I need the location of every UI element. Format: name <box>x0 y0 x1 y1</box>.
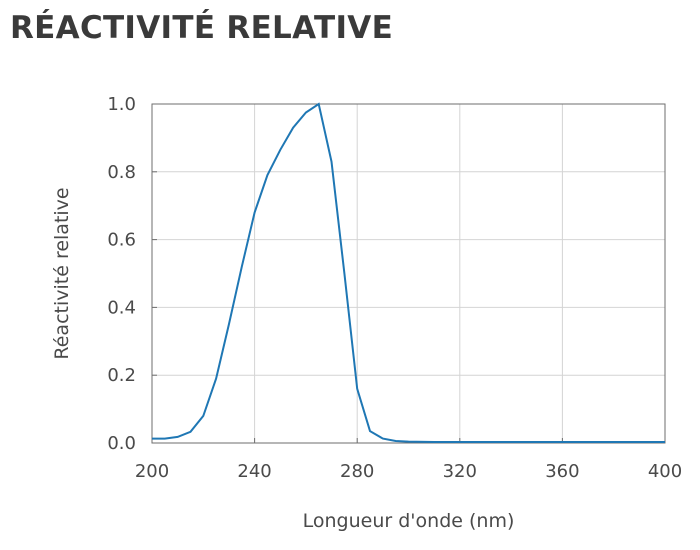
y-tick-label: 1.0 <box>107 94 136 115</box>
y-tick-label: 0.2 <box>107 365 136 386</box>
y-axis-ticks: 0.0 0.2 0.4 0.6 0.8 1.0 <box>107 94 157 454</box>
x-tick-label: 320 <box>443 461 477 482</box>
x-tick-label: 360 <box>545 461 579 482</box>
y-tick-label: 0.4 <box>107 297 136 318</box>
y-tick-label: 0.0 <box>107 433 136 454</box>
plot-frame <box>151 103 666 444</box>
series-line <box>152 102 665 443</box>
y-tick-label: 0.8 <box>107 162 136 183</box>
y-tick-label: 0.6 <box>107 230 136 251</box>
x-axis-ticks: 200 240 280 320 360 400 <box>135 438 682 482</box>
grid-lines <box>151 103 666 444</box>
x-tick-label: 400 <box>648 461 682 482</box>
y-axis-label: Réactivité relative <box>51 187 73 359</box>
x-axis-label: Longueur d'onde (nm) <box>303 510 515 532</box>
x-tick-label: 200 <box>135 461 169 482</box>
x-tick-label: 280 <box>340 461 374 482</box>
x-tick-label: 240 <box>237 461 271 482</box>
page-title: RÉACTIVITÉ RELATIVE <box>10 10 394 46</box>
